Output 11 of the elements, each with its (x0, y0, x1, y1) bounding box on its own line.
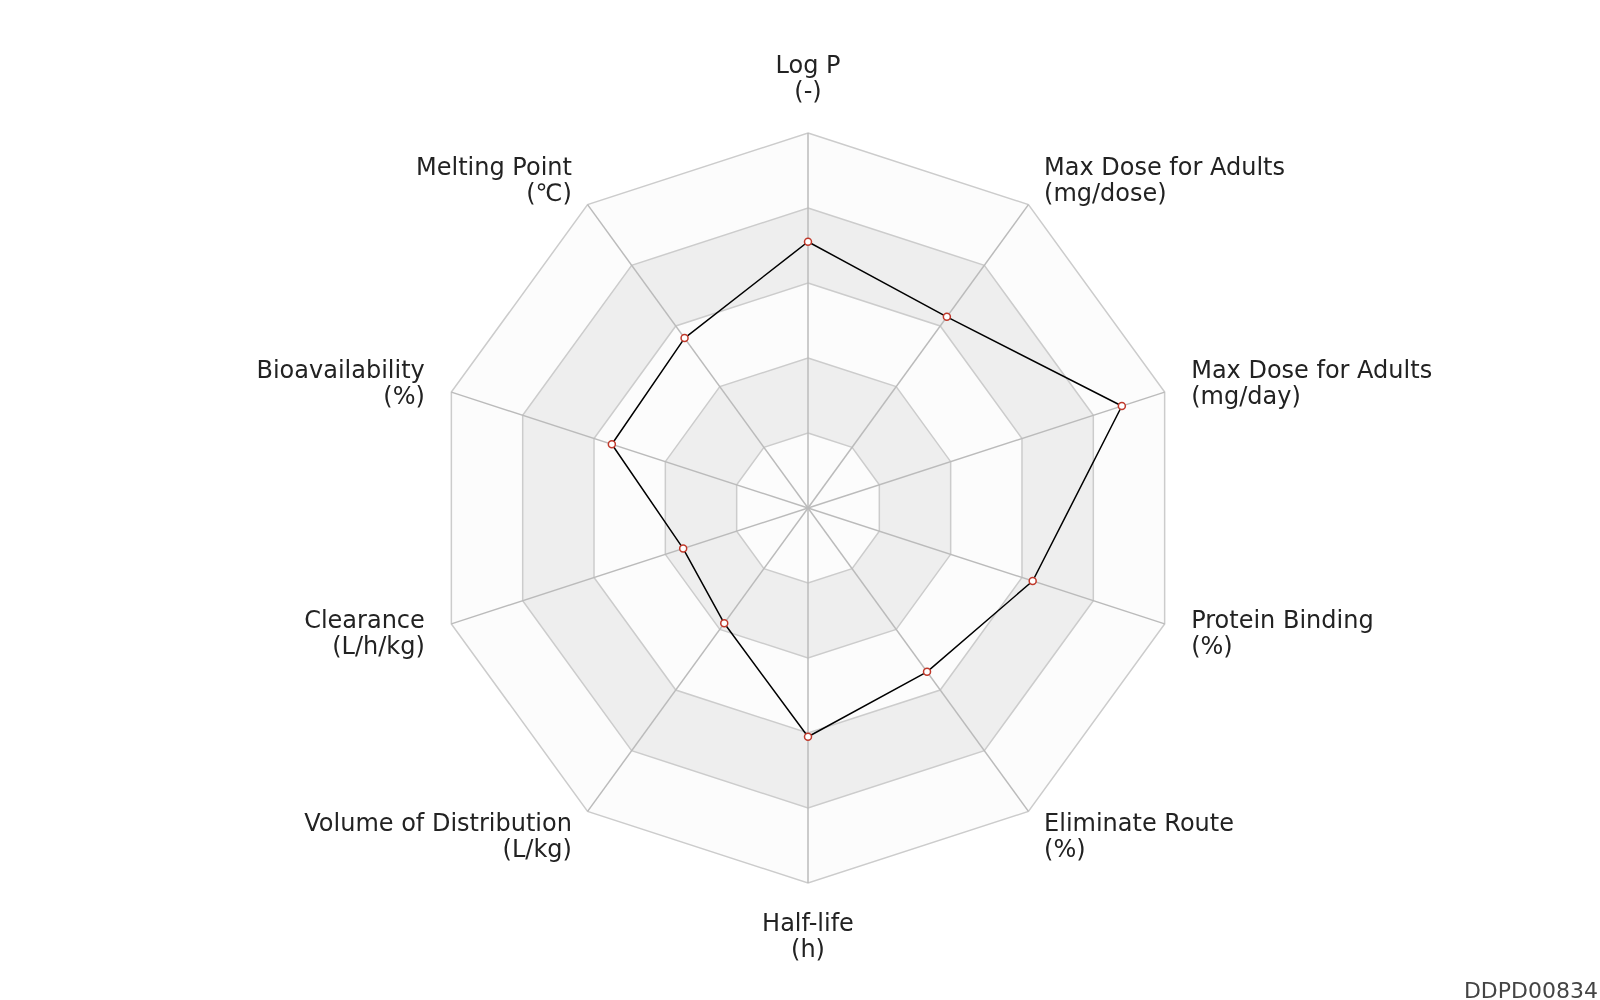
text: DDPD00834 (1463, 978, 1598, 1000)
spoke-label: Bioavailability (%) (256, 355, 425, 410)
spoke-label: Eliminate Route (%) (1044, 808, 1234, 863)
spoke-label: Volume of Distribution (L/kg) (304, 808, 572, 863)
spoke-label: Clearance (L/h/kg) (304, 606, 425, 661)
spoke-label: Protein Binding (%) (1191, 606, 1374, 661)
spoke-label: Max Dose for Adults (mg/day) (1191, 355, 1433, 410)
spoke-label: Melting Point (℃) (416, 153, 572, 208)
spoke-label: Log P (-) (775, 51, 841, 105)
spoke-label: Half-life (h) (762, 909, 854, 963)
spoke-label: Max Dose for Adults (mg/dose) (1044, 153, 1286, 208)
